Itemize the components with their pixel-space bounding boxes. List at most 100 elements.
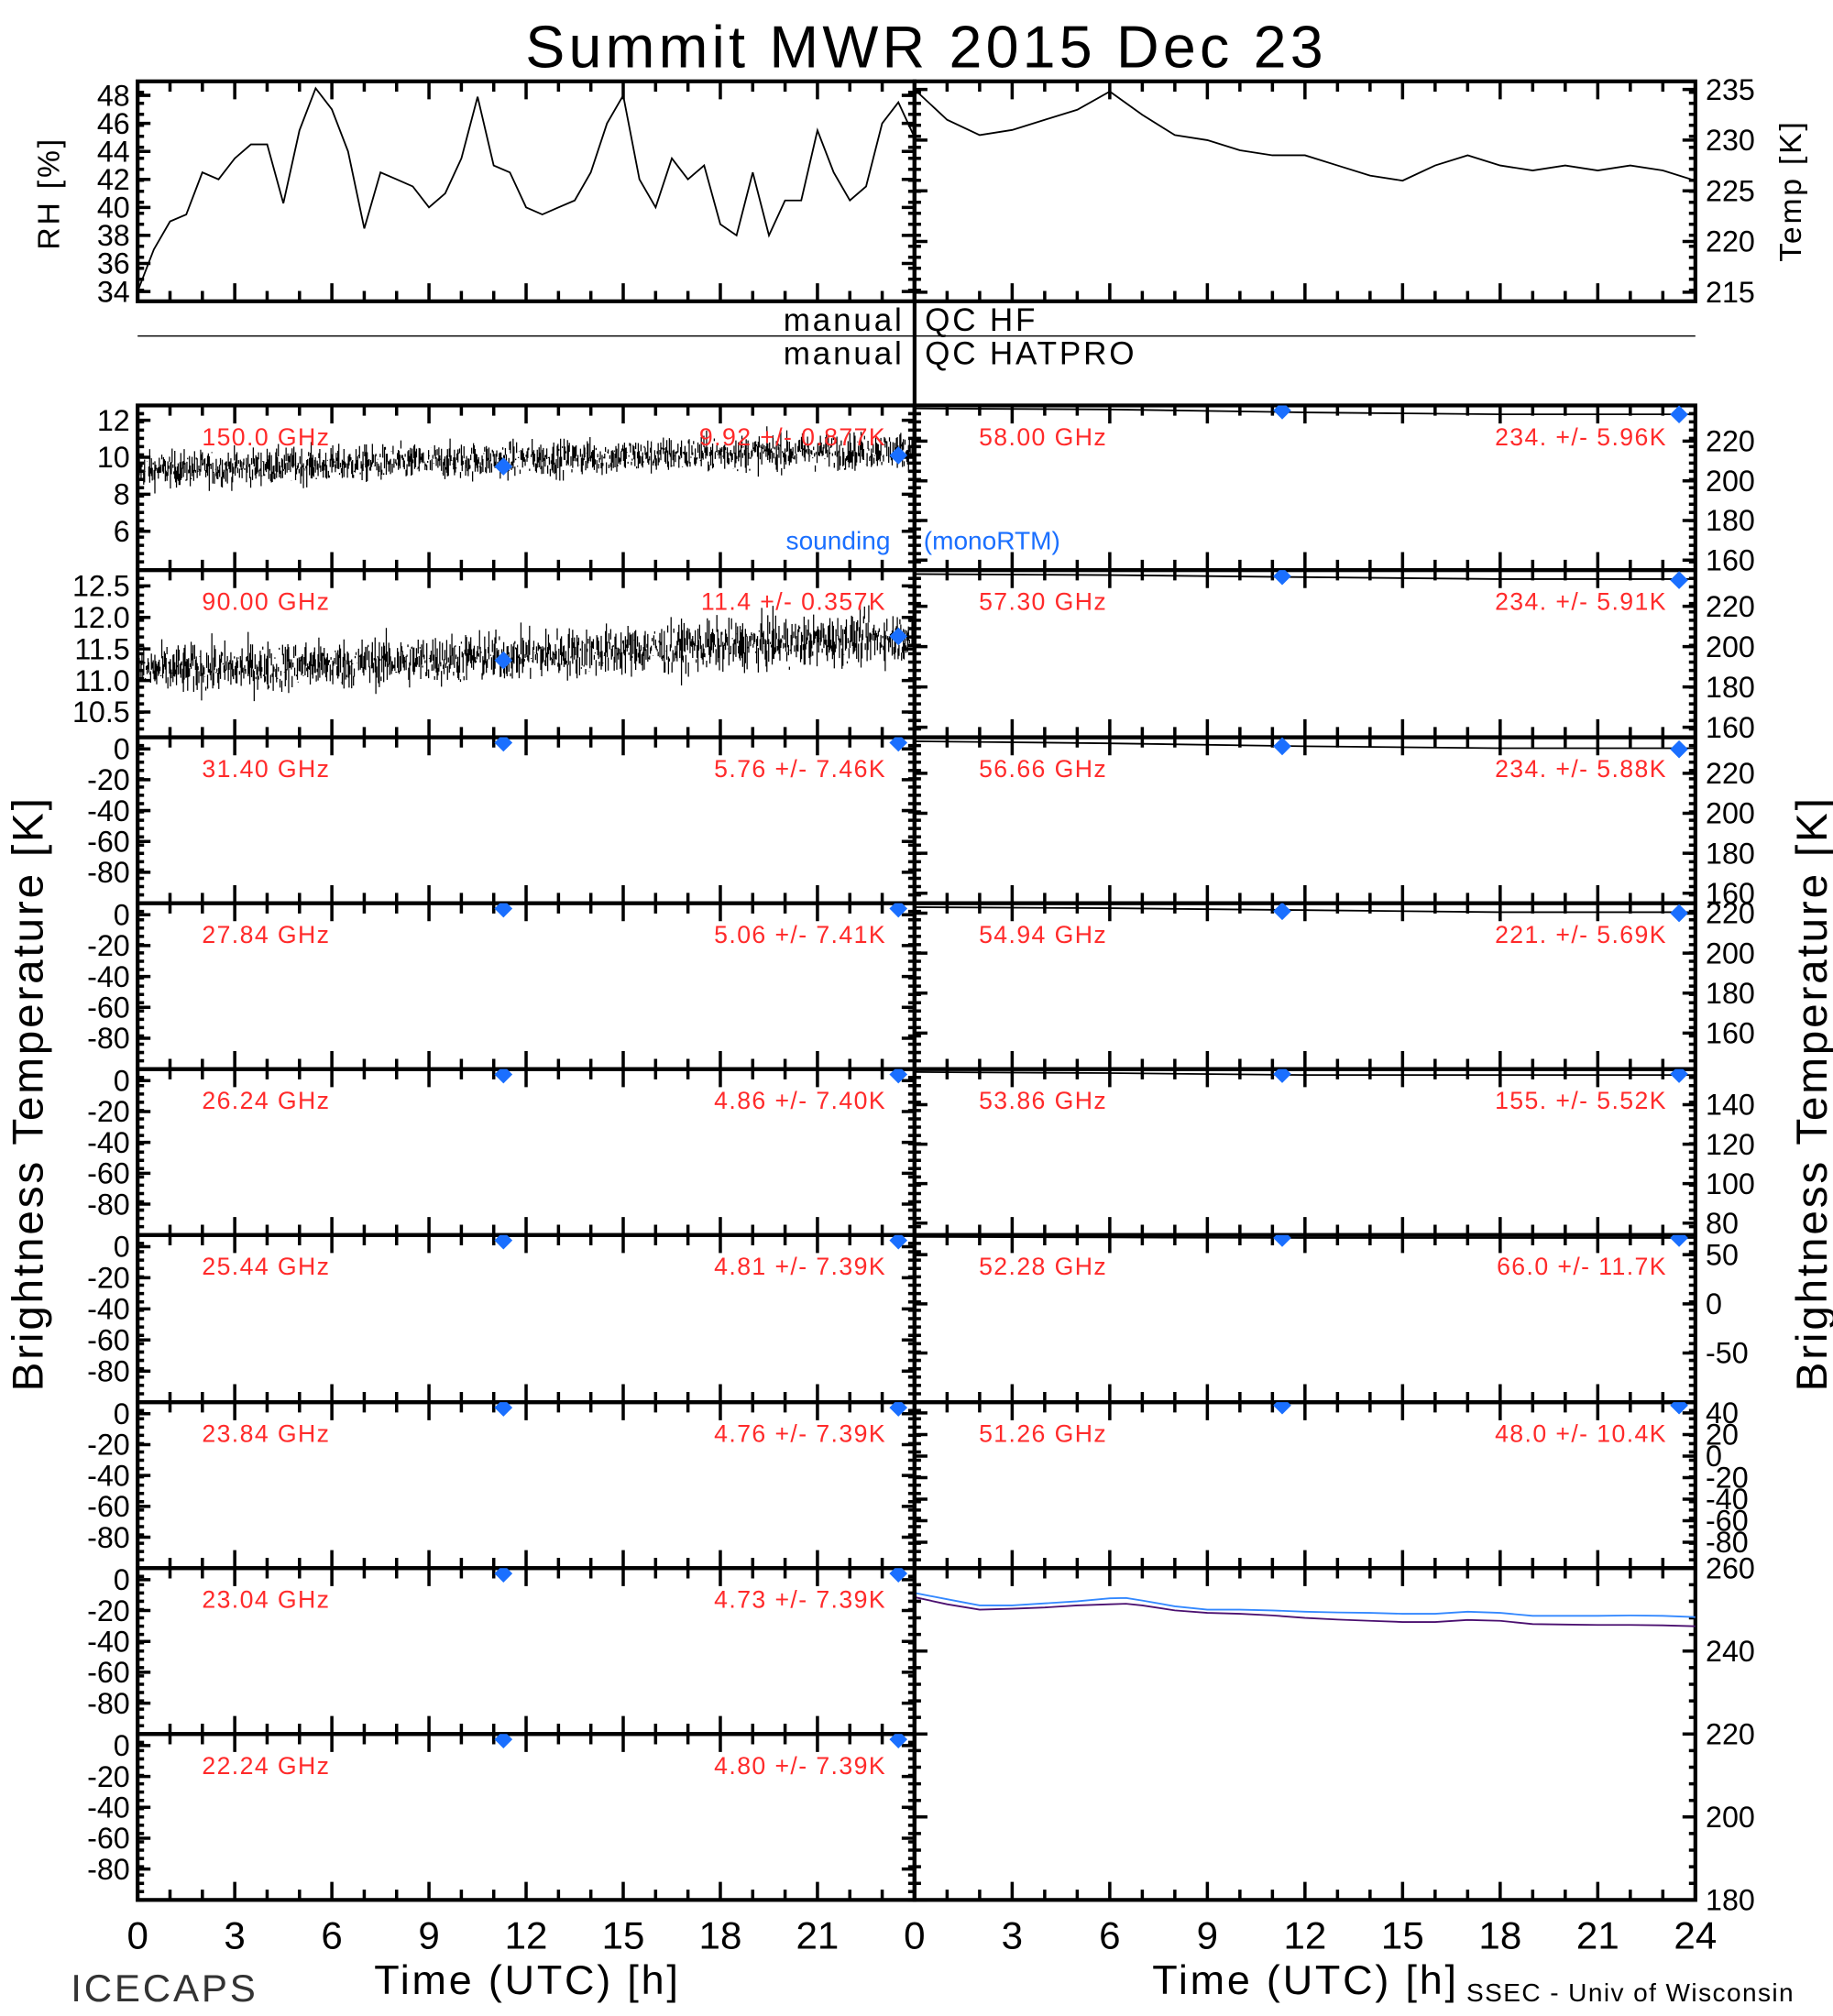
sounding-point-ch5666 [1273,737,1291,756]
sounding-point-ch238 [889,1402,908,1417]
y-tick-label-ch25: -60 [87,1324,130,1357]
y-tick-label-ch150: 10 [97,441,130,474]
monortm-legend: (monoRTM) [924,527,1060,555]
y-tick-label-ch26: -40 [87,1126,130,1159]
qc-hatpro-label: QC HATPRO [925,336,1136,372]
y-tick-label-ch25: -20 [87,1262,130,1295]
y-tick-label-rh: 44 [97,135,130,168]
x-tick-label-right: 12 [1283,1914,1326,1957]
y-tick-label-temp: 215 [1706,276,1755,309]
panel-ch27: 0-20-40-60-80 27.84 GHz 5.06 +/- 7.41K [87,898,916,1071]
sounding-point-ch26 [889,1068,908,1084]
channel-label-ch5666: 56.66 GHz [979,755,1107,783]
y-tick-label-ch90: 11.0 [74,664,129,697]
y-tick-label-ch230: -80 [87,1687,130,1720]
x-tick-label-right: 15 [1381,1914,1424,1957]
channel-stats-ch222: 4.80 +/- 7.39K [714,1752,886,1780]
panel-ch5228: -50 0 50 52.28 GHz 66.0 +/- 11.7K [912,1233,1749,1405]
series-observed-ch150 [137,426,915,494]
y-tick-label-ch31: -20 [87,763,130,796]
sounding-point-ch5666 [1670,740,1688,759]
y-tick-label-rh: 38 [97,219,130,252]
panel-ch5666: 160 180 200 220 56.66 GHz 234. +/- 5.88K [912,735,1755,910]
sounding-point-ch27 [494,903,513,918]
y-tick-label-ch150: 12 [97,404,130,437]
series-ch5126 [914,1402,1696,1405]
sounding-point-ch5494 [1670,904,1688,923]
x-tick-label-left: 6 [321,1914,342,1957]
y-tick-label-ch26: 0 [114,1065,130,1098]
sounding-point-ch90 [889,627,908,646]
y-tick-label-ch58: 160 [1706,544,1755,577]
channel-stats-ch58: 234. +/- 5.96K [1495,423,1667,451]
rh-axis-label: RH [%] [33,137,67,249]
series-observed-ch90 [137,605,915,702]
channel-label-ch31: 31.40 GHz [202,755,330,783]
y-tick-label-ch230: -60 [87,1656,130,1689]
right-y-axis-label: Brightness Temperature [K] [1788,795,1833,1391]
channel-label-ch25: 25.44 GHz [202,1253,330,1280]
y-tick-label-ch27: -20 [87,929,130,962]
sounding-point-ch230 [494,1568,513,1583]
y-tick-label-ch25: -80 [87,1354,130,1387]
sounding-legend: sounding [786,527,891,555]
channel-stats-ch230: 4.73 +/- 7.39K [714,1586,886,1614]
panel-frame-temp [912,79,1697,303]
y-tick-label-blackbody: 200 [1706,1801,1755,1834]
channel-stats-ch150: 9.92 +/- 0.877K [699,423,886,451]
y-tick-label-ch238: -40 [87,1459,130,1492]
sounding-point-ch5126 [1670,1402,1688,1415]
y-tick-label-ch5228: 0 [1706,1287,1722,1320]
x-tick-label-right: 3 [1002,1914,1023,1957]
series-blackbody-hf [914,1596,1696,1627]
channel-label-ch26: 26.24 GHz [202,1087,330,1114]
panel-temp: 215 220 225 230 235 [912,73,1755,309]
qc-hatpro-mode: manual [784,336,905,372]
y-tick-label-ch5666: 220 [1706,757,1755,790]
y-tick-label-ch26: -80 [87,1188,130,1221]
channel-label-ch5494: 54.94 GHz [979,921,1107,948]
y-tick-label-ch150: 6 [114,515,130,548]
series-blackbody-hatpro [914,1592,1696,1618]
qc-hf-mode: manual [784,302,905,338]
y-tick-label-ch5494: 200 [1706,937,1755,970]
y-tick-label-ch25: -40 [87,1293,130,1326]
sounding-point-ch573 [1273,570,1291,586]
y-ticks-ch5386 [914,1067,1696,1237]
x-tick-label-left: 21 [796,1914,840,1957]
channel-stats-ch27: 5.06 +/- 7.41K [714,921,886,948]
x-tick-label-left: 3 [224,1914,245,1957]
panel-ch26: 0-20-40-60-80 26.24 GHz 4.86 +/- 7.40K [87,1065,916,1237]
y-tick-label-temp: 225 [1706,174,1755,207]
y-tick-label-ch573: 160 [1706,711,1755,744]
y-tick-label-blackbody: 240 [1706,1635,1755,1668]
sounding-point-ch26 [494,1068,513,1084]
channel-stats-ch90: 11.4 +/- 0.357K [701,588,886,616]
qc-hf-label: QC HF [925,302,1037,338]
sounding-point-ch25 [889,1234,908,1250]
y-tick-label-ch5126: -40 [1706,1483,1749,1516]
y-tick-label-rh: 48 [97,79,130,112]
y-tick-label-ch58: 180 [1706,504,1755,537]
x-tick-label-left: 0 [126,1914,148,1957]
x-tick-label-left: 15 [602,1914,645,1957]
y-tick-label-ch58: 200 [1706,465,1755,498]
y-ticks-ch58 [914,411,1696,572]
sounding-point-ch5386 [1273,1068,1291,1083]
panel-ch90: 10.511.011.512.012.5 90.00 GHz 11.4 +/- 0.… [72,567,916,740]
x-tick-label-right: 18 [1478,1914,1521,1957]
channel-stats-ch5494: 221. +/- 5.69K [1495,921,1667,948]
right-x-axis-label: Time (UTC) [h] [1152,1956,1458,2003]
series-ch58 [914,407,1696,416]
panel-frame-rh [136,79,916,303]
y-tick-label-temp: 230 [1706,124,1755,157]
y-ticks-temp [914,87,1696,303]
y-tick-label-ch5126: 40 [1706,1397,1739,1430]
sounding-point-ch5494 [1273,903,1291,921]
channel-label-ch5126: 51.26 GHz [979,1420,1107,1448]
sounding-point-ch25 [494,1234,513,1250]
panel-ch230: 0-20-40-60-80 23.04 GHz 4.73 +/- 7.39K [87,1563,916,1737]
series-ch5228 [914,1235,1696,1239]
